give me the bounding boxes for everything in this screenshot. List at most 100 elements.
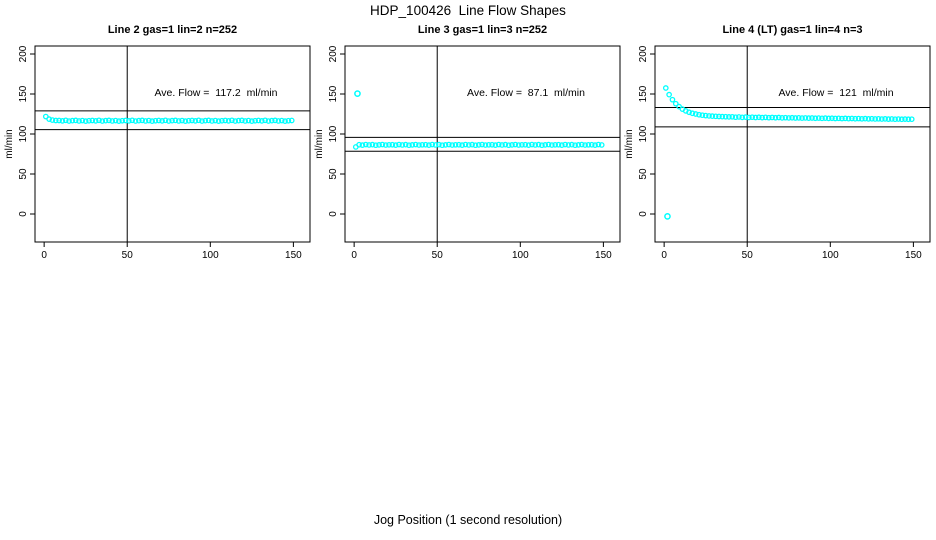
flow-data-point: [386, 141, 392, 148]
flow-data-point: [706, 113, 712, 119]
flow-data-point: [282, 118, 288, 124]
flow-data-point: [469, 141, 475, 148]
x-tick-label: 100: [822, 250, 839, 261]
flow-data-point: [106, 117, 112, 124]
flow-data-point: [888, 116, 895, 122]
line4-ave-flow-annotation: Ave. Flow = 121 ml/min: [778, 87, 894, 99]
flow-data-point: [285, 117, 292, 124]
flow-data-point: [372, 142, 379, 149]
flow-data-point: [479, 141, 485, 148]
flow-data-point: [116, 118, 122, 124]
flow-data-point: [689, 110, 696, 117]
flow-data-point: [392, 142, 399, 148]
flow-data-point: [672, 100, 679, 107]
flow-data-point: [485, 141, 492, 148]
flow-data-point: [515, 142, 522, 148]
flow-data-point: [835, 115, 842, 122]
flow-data-point: [232, 118, 239, 124]
flow-data-point: [575, 142, 582, 148]
flow-data-point: [759, 114, 766, 121]
x-tick-label: 0: [351, 250, 357, 261]
panel-line3-title: Line 3 gas=1 lin=3 n=252: [417, 24, 548, 36]
flow-data-point: [539, 142, 545, 149]
flow-data-point: [409, 142, 416, 148]
flow-data-point: [662, 85, 669, 91]
flow-data-point: [756, 114, 762, 121]
flow-data-point: [199, 118, 205, 124]
flow-data-point: [219, 117, 225, 124]
flow-data-point: [248, 118, 255, 124]
flow-data-point: [495, 141, 502, 148]
flow-data-point: [169, 117, 175, 124]
flow-data-point: [56, 117, 62, 124]
flow-data-point: [699, 112, 706, 119]
y-axis-unit-label: ml/min: [4, 129, 15, 158]
flow-data-point: [529, 141, 535, 148]
flow-data-point: [152, 117, 159, 124]
flow-data-point: [492, 142, 499, 148]
y-tick-label: 200: [328, 45, 339, 62]
flow-data-point: [565, 142, 572, 148]
flow-data-point: [792, 115, 799, 121]
flow-data-point: [136, 117, 142, 124]
flow-data-point: [112, 117, 119, 124]
flow-data-point: [852, 115, 859, 122]
y-axis-unit-label: ml/min: [624, 129, 635, 158]
flow-data-point: [712, 113, 719, 120]
flow-data-point: [69, 117, 76, 124]
flow-data-point: [785, 115, 792, 121]
flow-data-point: [122, 117, 129, 124]
flow-data-point: [258, 118, 265, 124]
flow-data-point: [102, 117, 109, 124]
flow-data-point: [465, 142, 472, 148]
flow-data-point: [862, 115, 869, 122]
flow-data-point: [412, 141, 419, 148]
flow-data-point: [356, 141, 362, 148]
flow-data-point: [99, 118, 106, 124]
flow-data-point: [805, 115, 812, 122]
flow-data-point: [149, 118, 155, 124]
flow-data-point: [162, 117, 169, 124]
flow-data-point: [696, 111, 702, 118]
flow-data-point: [252, 117, 259, 124]
flow-data-point: [598, 142, 605, 148]
flow-data-point: [275, 118, 282, 124]
flow-data-point: [809, 115, 815, 121]
x-tick-label: 150: [285, 250, 302, 261]
panel-line2: Line 2 gas=1 lin=2 n=252 0 50 100 150 0 50 100…: [2, 0, 314, 270]
flow-data-point: [185, 117, 192, 124]
flow-data-point: [739, 114, 746, 121]
x-tick-label: 50: [432, 250, 444, 261]
flow-data-point: [845, 115, 852, 122]
flow-data-point: [255, 117, 262, 124]
flow-data-point: [686, 109, 692, 116]
x-tick-label: 50: [742, 250, 754, 261]
flow-data-point: [366, 142, 372, 148]
flow-data-point: [379, 141, 386, 148]
flow-data-point: [692, 111, 699, 117]
flow-data-point: [716, 113, 722, 120]
flow-data-point: [729, 113, 736, 120]
flow-data-point: [82, 118, 89, 124]
flow-data-point: [742, 114, 749, 120]
flow-data-point: [892, 116, 898, 123]
flow-data-point: [722, 113, 729, 120]
flow-data-point: [709, 113, 716, 120]
flow-data-point: [212, 117, 219, 124]
flow-data-point: [242, 118, 249, 124]
flow-data-point: [265, 118, 272, 124]
flow-data-point: [159, 118, 165, 124]
flow-data-point: [482, 142, 489, 148]
flow-data-point: [789, 114, 795, 121]
line2-scatter-plot: 0 50 100 150 0 50 100 150 200 ml/min: [4, 45, 311, 261]
flow-data-point: [235, 117, 242, 124]
flow-data-point: [868, 115, 875, 122]
line3-scatter-plot: 0 50 100 150 0 50 100 150 200 ml/min: [314, 45, 621, 261]
flow-data-point: [545, 141, 552, 148]
plot-box: [344, 45, 621, 243]
flow-data-point: [769, 114, 775, 121]
flow-data-point: [268, 117, 275, 124]
flow-data-point: [719, 113, 726, 120]
y-tick-label: 100: [638, 125, 649, 142]
flow-data-point: [815, 115, 822, 121]
